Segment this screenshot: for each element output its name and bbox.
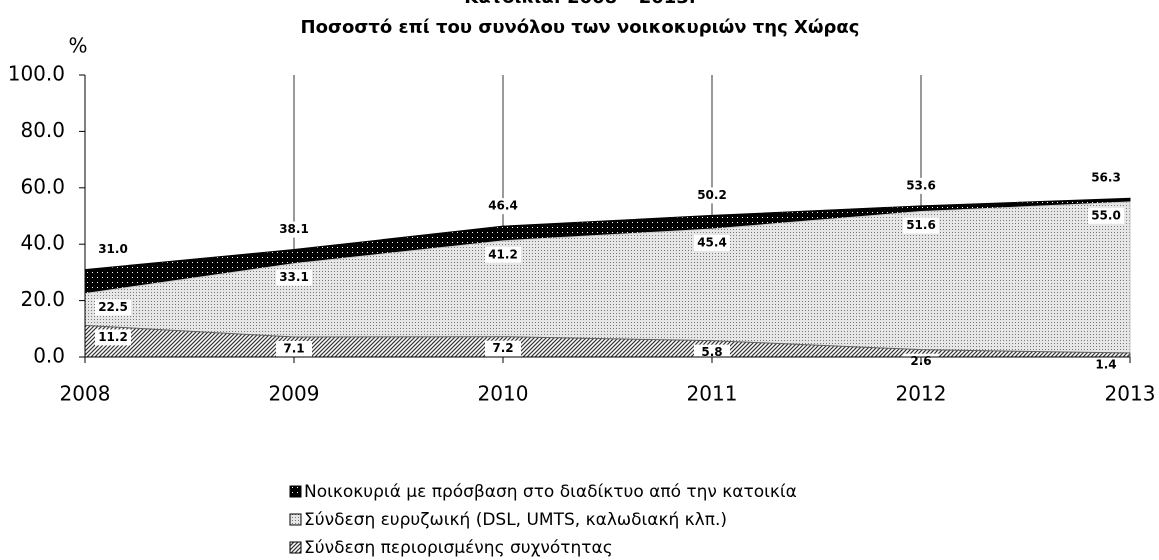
area (84, 324, 1131, 358)
legend-swatch (289, 541, 302, 554)
legend-swatch (289, 513, 302, 526)
value-label: 31.0 (98, 242, 128, 256)
value-label-box (485, 198, 521, 215)
y-tick-label: 60.0 (20, 174, 65, 198)
value-label: 51.6 (906, 218, 936, 232)
y-tick-label: 0.0 (33, 344, 65, 368)
chart-subtitle: Ποσοστό επί του συνόλου των νοικοκυριών … (301, 17, 860, 38)
y-tick-label: 40.0 (20, 231, 65, 255)
x-tick-label: 2011 (687, 382, 738, 406)
value-label: 22.5 (98, 300, 128, 314)
value-label-box (485, 340, 521, 357)
x-tick-label: 2009 (269, 382, 320, 406)
legend-label: Νοικοκυριά με πρόσβαση στο διαδίκτυο από… (304, 482, 797, 502)
value-label: 50.2 (697, 188, 727, 202)
value-label: 46.4 (488, 199, 518, 213)
value-label: 7.2 (492, 341, 513, 355)
value-label-box (485, 246, 521, 263)
chart-title: Κατοικία: 2008 – 2013. (464, 0, 695, 8)
value-label-box (276, 221, 312, 238)
value-label-box (95, 329, 131, 346)
y-tick-label: 20.0 (20, 287, 65, 311)
value-label: 45.4 (697, 235, 727, 249)
value-label: 7.1 (283, 341, 304, 355)
value-label-box (276, 340, 312, 357)
legend-swatch (289, 485, 302, 498)
x-tick-label: 2010 (478, 382, 529, 406)
value-label-box (1088, 207, 1124, 224)
y-axis-label: % (68, 34, 87, 58)
x-tick-label: 2012 (896, 382, 947, 406)
value-label-box (276, 269, 312, 286)
value-label: 5.8 (701, 345, 722, 359)
value-label-box (903, 177, 939, 194)
legend-label: Σύνδεση ευρυζωική (DSL, UMTS, καλωδιακή … (304, 510, 727, 530)
value-label-box (1088, 170, 1124, 187)
value-label-box (903, 217, 939, 234)
value-label-box (95, 241, 131, 258)
y-tick-label: 100.0 (8, 62, 65, 86)
value-label-box (1088, 357, 1124, 374)
x-tick-label: 2008 (60, 382, 111, 406)
y-tick-label: 80.0 (20, 118, 65, 142)
value-label-box (694, 234, 730, 251)
value-label: 41.2 (488, 247, 518, 261)
value-label-box (694, 187, 730, 204)
value-label: 1.4 (1095, 358, 1116, 372)
value-label: 55.0 (1091, 208, 1121, 222)
value-label: 53.6 (906, 178, 936, 192)
legend-label: Σύνδεση περιορισμένης συχνότητας (304, 538, 613, 558)
value-label-box (95, 299, 131, 316)
area (84, 201, 1131, 358)
value-label: 33.1 (279, 270, 309, 284)
value-label: 11.2 (98, 330, 128, 344)
value-label: 38.1 (279, 222, 309, 236)
x-tick-label: 2013 (1105, 382, 1156, 406)
value-label: 56.3 (1091, 171, 1121, 185)
